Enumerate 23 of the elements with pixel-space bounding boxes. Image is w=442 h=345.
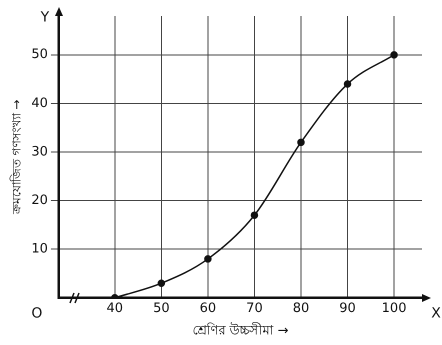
- point: [390, 51, 398, 59]
- x-tick-label: 40: [106, 300, 124, 316]
- x-tick-label: 70: [246, 300, 263, 316]
- text: Y: [40, 10, 50, 26]
- y-tick-label: 50: [31, 47, 48, 62]
- x-tick-label: 80: [292, 300, 310, 316]
- point: [297, 138, 305, 146]
- y-tick-label: 40: [31, 96, 48, 111]
- x-tick-label: 60: [200, 300, 216, 316]
- x-axis-title: শ্রেণির উচ্চসীমা →: [192, 322, 289, 339]
- point: [158, 279, 166, 287]
- text: X: [431, 305, 442, 322]
- x-tick-label: 50: [153, 300, 170, 316]
- y-tick-label: 20: [31, 193, 48, 208]
- text: O: [31, 305, 42, 322]
- y-tick-label: 10: [31, 242, 48, 257]
- y-axis-title: ক্রমযোজিত গণসংখ্যা →: [9, 100, 24, 216]
- point: [344, 80, 352, 88]
- y-tick-label: 30: [31, 144, 48, 160]
- point: [204, 255, 212, 263]
- point: [250, 211, 258, 219]
- x-tick-label: 100: [382, 300, 406, 316]
- x-tick-label: 90: [339, 300, 356, 316]
